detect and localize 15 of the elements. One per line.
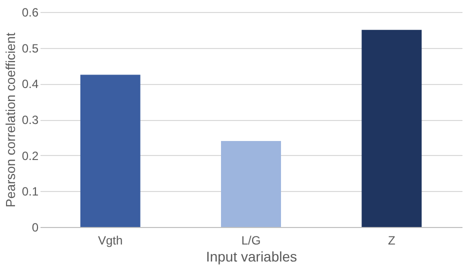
y-tick-label: 0.4 — [22, 77, 39, 92]
x-tick-label: Z — [388, 234, 396, 248]
y-axis-title: Pearson correlation coefficient — [2, 32, 18, 208]
y-tick-label: 0.1 — [22, 184, 39, 199]
y-tick-label: 0.6 — [22, 6, 39, 20]
y-tick-label: 0.2 — [22, 148, 39, 163]
y-tick-label: 0 — [32, 220, 39, 234]
x-tick-label: L/G — [241, 234, 261, 248]
bar — [221, 141, 281, 227]
bar — [362, 30, 422, 227]
y-tick-label: 0.5 — [22, 41, 39, 56]
x-axis-title: Input variables — [206, 248, 298, 264]
bar — [80, 74, 140, 227]
x-tick-label: Vgth — [98, 234, 123, 248]
y-tick-label: 0.3 — [22, 113, 39, 127]
